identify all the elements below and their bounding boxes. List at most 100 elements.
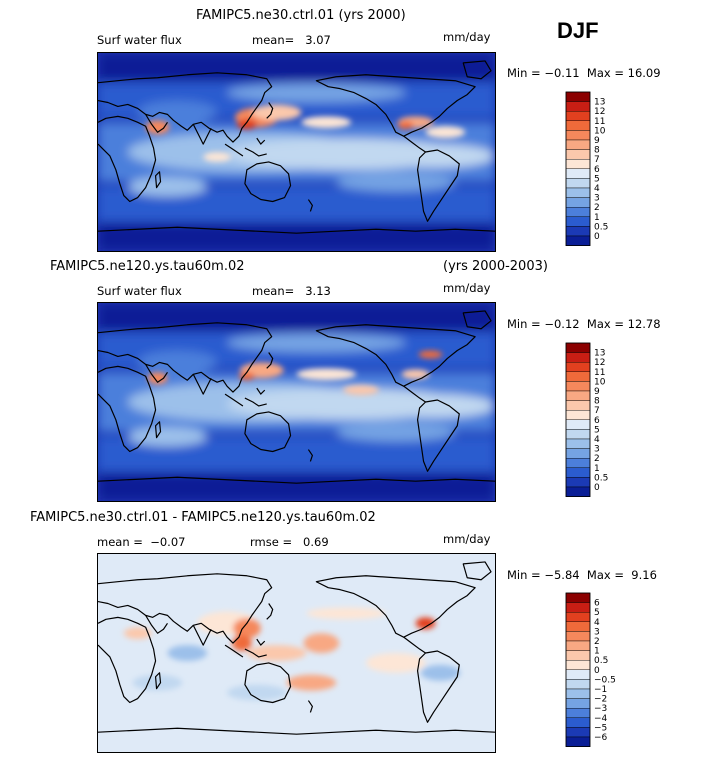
panel3-units: mm/day [443, 532, 491, 546]
panel3-min-max: Min = −5.84 Max = 9.16 [507, 568, 657, 582]
colorbar-tick-label: 3 [594, 627, 600, 637]
panel1-mean: mean= 3.07 [252, 33, 331, 47]
colorbar-tick-label: 3 [594, 194, 600, 204]
colorbar-swatch [565, 707, 591, 718]
colorbar-swatch [565, 438, 591, 449]
colorbar-swatch [565, 650, 591, 661]
panel2-units: mm/day [443, 281, 491, 295]
panel1-units: mm/day [443, 30, 491, 44]
colorbar-tick-label: 4 [594, 618, 600, 628]
colorbar-swatch [565, 226, 591, 237]
colorbar-tick-label: 6 [594, 165, 600, 175]
panel1-colorbar: 13 12 11 10 9 8 7 6 5 4 3 2 1 0.5 0 [563, 90, 633, 248]
panel3-map [97, 553, 496, 753]
colorbar-swatch [565, 158, 591, 169]
colorbar-tick-label: 12 [594, 107, 605, 117]
colorbar-tick-label: 1 [594, 647, 600, 657]
colorbar-swatch [565, 235, 591, 246]
colorbar-tick-label: 2 [594, 637, 600, 647]
colorbar-tick-label: 5 [594, 425, 600, 435]
colorbar-tick-label: −1 [594, 685, 607, 695]
colorbar-swatch [565, 621, 591, 632]
colorbar-tick-label: 4 [594, 184, 600, 194]
colorbar-swatch [565, 111, 591, 122]
colorbar-tick-label: 11 [594, 117, 605, 127]
colorbar-tick-label: 5 [594, 608, 600, 618]
colorbar-tick-label: 12 [594, 358, 605, 368]
colorbar-swatch [565, 631, 591, 642]
colorbar-swatch [565, 457, 591, 468]
panel3-rmse: rmse = 0.69 [250, 535, 329, 549]
panel1-min-max: Min = −0.11 Max = 16.09 [507, 66, 661, 80]
panel2-title: FAMIPC5.ne120.ys.tau60m.02 [50, 259, 245, 274]
colorbar-tick-label: −6 [594, 733, 608, 743]
colorbar-tick-label: 4 [594, 435, 600, 445]
colorbar-swatch [565, 206, 591, 217]
panel2-colorbar: 13 12 11 10 9 8 7 6 5 4 3 2 1 0.5 0 [563, 341, 633, 499]
colorbar-swatch [565, 91, 591, 102]
colorbar-swatch [565, 698, 591, 709]
colorbar-tick-label: 6 [594, 416, 600, 426]
colorbar-swatch [565, 477, 591, 488]
colorbar-tick-label: 10 [594, 377, 606, 387]
colorbar-swatch [565, 486, 591, 497]
colorbar-swatch [565, 362, 591, 373]
colorbar-swatch [565, 727, 591, 738]
season-label: DJF [557, 18, 599, 43]
colorbar-tick-label: −3 [594, 704, 607, 714]
colorbar-frame [565, 342, 591, 498]
panel1-variable-label: Surf water flux [97, 33, 182, 47]
colorbar-swatch [565, 409, 591, 420]
panel3-mean: mean = −0.07 [97, 535, 186, 549]
colorbar-swatch [565, 130, 591, 141]
panel2-variable-label: Surf water flux [97, 284, 182, 298]
colorbar-tick-label: 0 [594, 483, 600, 493]
colorbar-tick-label: 10 [594, 126, 606, 136]
colorbar-frame [565, 592, 591, 748]
colorbar-swatch [565, 216, 591, 227]
colorbar-tick-label: 11 [594, 368, 605, 378]
colorbar-tick-label: 8 [594, 146, 600, 156]
colorbar-tick-label: 9 [594, 136, 600, 146]
colorbar-swatch [565, 139, 591, 150]
colorbar-tick-label: −5 [594, 723, 607, 733]
colorbar-swatch [565, 467, 591, 478]
colorbar-swatch [565, 448, 591, 459]
colorbar-tick-label: 0.5 [594, 656, 608, 666]
colorbar-swatch [565, 736, 591, 747]
colorbar-swatch [565, 669, 591, 680]
colorbar-tick-label: 1 [594, 464, 600, 474]
panel2-mean: mean= 3.13 [252, 284, 331, 298]
colorbar-swatch [565, 178, 591, 189]
panel2-years: (yrs 2000-2003) [443, 259, 548, 274]
colorbar-swatch [565, 688, 591, 699]
colorbar-frame [565, 91, 591, 247]
colorbar-tick-label: 7 [594, 155, 600, 165]
colorbar-swatch [565, 187, 591, 198]
colorbar-tick-label: −4 [594, 714, 608, 724]
colorbar-tick-label: 1 [594, 213, 600, 223]
panel1-map [97, 52, 496, 252]
colorbar-tick-label: −2 [594, 695, 607, 705]
colorbar-tick-label: 5 [594, 174, 600, 184]
colorbar-tick-label: 0.5 [594, 473, 608, 483]
colorbar-tick-label: 13 [594, 349, 605, 359]
colorbar-tick-label: 2 [594, 203, 600, 213]
colorbar-swatch [565, 679, 591, 690]
colorbar-swatch [565, 352, 591, 363]
colorbar-swatch [565, 390, 591, 401]
panel3-title: FAMIPC5.ne30.ctrl.01 - FAMIPC5.ne120.ys.… [30, 510, 376, 525]
colorbar-swatch [565, 342, 591, 353]
colorbar-swatch [565, 659, 591, 670]
panel1-title: FAMIPC5.ne30.ctrl.01 (yrs 2000) [196, 8, 406, 23]
panel2-min-max: Min = −0.12 Max = 12.78 [507, 317, 661, 331]
colorbar-tick-label: 0 [594, 666, 600, 676]
colorbar-tick-label: 7 [594, 406, 600, 416]
colorbar-swatch [565, 717, 591, 728]
colorbar-swatch [565, 612, 591, 623]
colorbar-swatch [565, 640, 591, 651]
panel3-colorbar: 6 5 4 3 2 1 0.5 0 −0.5 −1 −2 −3 −4 −5 −6 [563, 591, 633, 749]
colorbar-tick-label: 0.5 [594, 222, 608, 232]
colorbar-swatch [565, 602, 591, 613]
colorbar-swatch [565, 400, 591, 411]
